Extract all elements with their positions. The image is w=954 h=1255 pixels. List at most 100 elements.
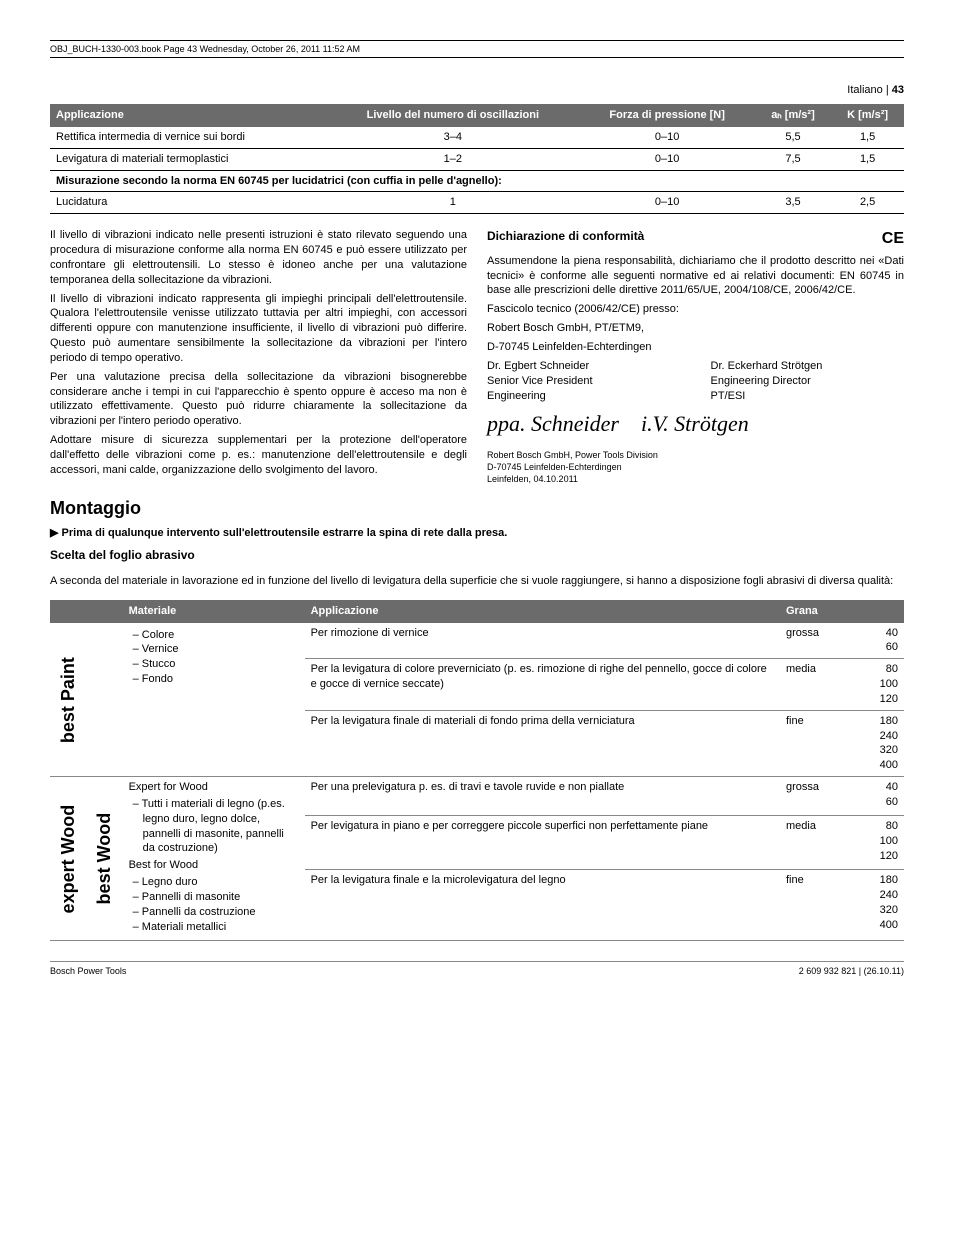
cell: 1–2 [326, 148, 579, 170]
table-row: Lucidatura 1 0–10 3,5 2,5 [50, 192, 904, 214]
cell: 2,5 [831, 192, 904, 214]
th-osc: Livello del numero di oscillazioni [326, 104, 579, 127]
page-header-line: OBJ_BUCH-1330-003.book Page 43 Wednesday… [50, 40, 904, 58]
addr-line: Leinfelden, 04.10.2011 [487, 473, 904, 485]
page-number: Italiano | 43 [50, 83, 904, 98]
paragraph: Adottare misure di sicurezza supplementa… [50, 433, 467, 478]
app-cell: Per levigatura in piano e per correggere… [305, 815, 780, 869]
cell: 5,5 [755, 127, 831, 148]
th-k: K [m/s²] [831, 104, 904, 127]
value-cell: 180240320400 [852, 870, 904, 940]
material-cell: Expert for Wood Tutti i materiali di leg… [123, 777, 305, 940]
signatory-1: Dr. Egbert Schneider Senior Vice Preside… [487, 359, 681, 404]
grain-cell: fine [780, 710, 852, 776]
conformity-title: Dichiarazione di conformità CE [487, 228, 904, 250]
cell: 3–4 [326, 127, 579, 148]
list-item: Colore [143, 628, 299, 643]
badge-paint: best Paint [50, 623, 123, 777]
app-cell: Per la levigatura finale e la microlevig… [305, 870, 780, 940]
value-cell: 80100120 [852, 659, 904, 711]
grain-cell: grossa [780, 623, 852, 659]
signatory-2: Dr. Eckerhard Strötgen Engineering Direc… [711, 359, 905, 404]
company-address: Robert Bosch GmbH, Power Tools Division … [487, 449, 904, 485]
th-blank [50, 600, 86, 623]
grain-cell: media [780, 659, 852, 711]
cell: Lucidatura [50, 192, 326, 214]
table-row: Rettifica intermedia di vernice sui bord… [50, 127, 904, 148]
cell: 1,5 [831, 148, 904, 170]
sep: | [883, 84, 892, 96]
badge-expert-wood: expert Wood [50, 777, 86, 940]
paragraph: Fascicolo tecnico (2006/42/CE) presso: [487, 302, 904, 317]
list-item: Fondo [143, 672, 299, 687]
cell: Misurazione secondo la norma EN 60745 pe… [50, 170, 904, 192]
sig-role: Engineering [487, 389, 681, 404]
app-cell: Per una prelevigatura p. es. di travi e … [305, 777, 780, 816]
list-item: Stucco [143, 657, 299, 672]
table-row: expert Wood best Wood Expert for Wood Tu… [50, 777, 904, 816]
footer-left: Bosch Power Tools [50, 965, 126, 977]
section-title-montaggio: Montaggio [50, 496, 904, 520]
th-blank [852, 600, 904, 623]
list-item: Tutti i materiali di legno (p.es. legno … [143, 797, 299, 856]
addr-line: D-70745 Leinfelden-Echterdingen [487, 461, 904, 473]
footer-right: 2 609 932 821 | (26.10.11) [799, 965, 904, 977]
addr-line: Robert Bosch GmbH, Power Tools Division [487, 449, 904, 461]
sig-role: PT/ESI [711, 389, 905, 404]
grain-cell: grossa [780, 777, 852, 816]
abrasive-table: Materiale Applicazione Grana best Paint … [50, 600, 904, 941]
table-row: best Paint Colore Vernice Stucco Fondo P… [50, 623, 904, 659]
paragraph: Per una valutazione precisa della sollec… [50, 370, 467, 429]
right-column: Dichiarazione di conformità CE Assumendo… [487, 228, 904, 485]
value-cell: 180240320400 [852, 710, 904, 776]
lang-label: Italiano [847, 84, 882, 96]
list-item: Legno duro [143, 875, 299, 890]
cell: 7,5 [755, 148, 831, 170]
material-cell: Colore Vernice Stucco Fondo [123, 623, 305, 777]
value-cell: 4060 [852, 777, 904, 816]
cell: 3,5 [755, 192, 831, 214]
list-item: Materiali metallici [143, 920, 299, 935]
cell: 1,5 [831, 127, 904, 148]
paragraph: Il livello di vibrazioni indicato rappre… [50, 292, 467, 366]
paragraph: Assumendone la piena responsabilità, dic… [487, 254, 904, 299]
ce-mark-icon: CE [882, 228, 904, 250]
cell: 0–10 [580, 127, 755, 148]
th-material: Materiale [123, 600, 305, 623]
th-application: Applicazione [305, 600, 780, 623]
app-cell: Per rimozione di vernice [305, 623, 780, 659]
material-title: Expert for Wood [129, 780, 299, 795]
paragraph: Robert Bosch GmbH, PT/ETM9, [487, 321, 904, 336]
th-force: Forza di pressione [N] [580, 104, 755, 127]
th-blank [86, 600, 122, 623]
app-cell: Per la levigatura finale di materiali di… [305, 710, 780, 776]
table-row: Levigatura di materiali termoplastici 1–… [50, 148, 904, 170]
value-cell: 4060 [852, 623, 904, 659]
vibration-table: Applicazione Livello del numero di oscil… [50, 104, 904, 214]
paragraph: D-70745 Leinfelden-Echterdingen [487, 340, 904, 355]
th-ah: aₕ [m/s²] [755, 104, 831, 127]
intro-paragraph: A seconda del materiale in lavorazione e… [50, 574, 904, 589]
list-item: Pannelli di masonite [143, 890, 299, 905]
th-app: Applicazione [50, 104, 326, 127]
cell: 1 [326, 192, 579, 214]
title-text: Dichiarazione di conformità [487, 228, 644, 250]
cell: 0–10 [580, 192, 755, 214]
sig-role: Engineering Director [711, 374, 905, 389]
app-cell: Per la levigatura di colore preverniciat… [305, 659, 780, 711]
grain-cell: fine [780, 870, 852, 940]
left-column: Il livello di vibrazioni indicato nelle … [50, 228, 467, 485]
grain-cell: media [780, 815, 852, 869]
sig-name: Dr. Egbert Schneider [487, 359, 681, 374]
signature-image: ppa. Schneider i.V. Strötgen [487, 409, 904, 439]
warning-text: Prima di qualunque intervento sull'elett… [50, 526, 904, 541]
sig-role: Senior Vice President [487, 374, 681, 389]
cell: 0–10 [580, 148, 755, 170]
badge-best-wood: best Wood [86, 777, 122, 940]
page-num: 43 [892, 84, 904, 96]
list-item: Vernice [143, 642, 299, 657]
subsection-title: Scelta del foglio abrasivo [50, 547, 904, 563]
table-subhead: Misurazione secondo la norma EN 60745 pe… [50, 170, 904, 192]
cell: Rettifica intermedia di vernice sui bord… [50, 127, 326, 148]
material-title: Best for Wood [129, 858, 299, 873]
